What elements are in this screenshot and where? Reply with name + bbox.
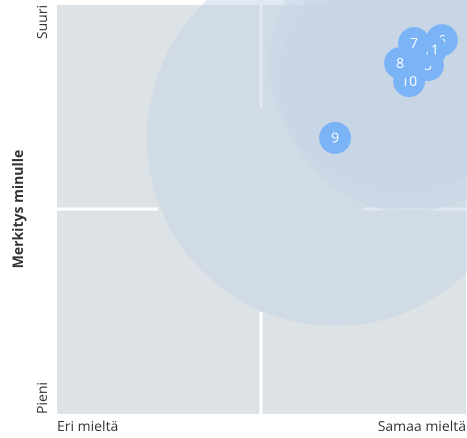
point-label: 9 bbox=[331, 129, 339, 148]
spread-halo bbox=[147, 0, 467, 327]
point bbox=[319, 121, 352, 154]
x-low-label: Eri mieltä bbox=[57, 417, 118, 436]
y-low-label: Pieni bbox=[33, 382, 52, 414]
y-axis-label: Merkitys minulle bbox=[9, 150, 28, 269]
x-high-label: Samaa mieltä bbox=[378, 417, 466, 436]
point-label: 7 bbox=[410, 34, 418, 53]
point bbox=[398, 27, 431, 60]
point-label: 8 bbox=[396, 54, 404, 73]
y-high-label: Suuri bbox=[33, 5, 52, 39]
